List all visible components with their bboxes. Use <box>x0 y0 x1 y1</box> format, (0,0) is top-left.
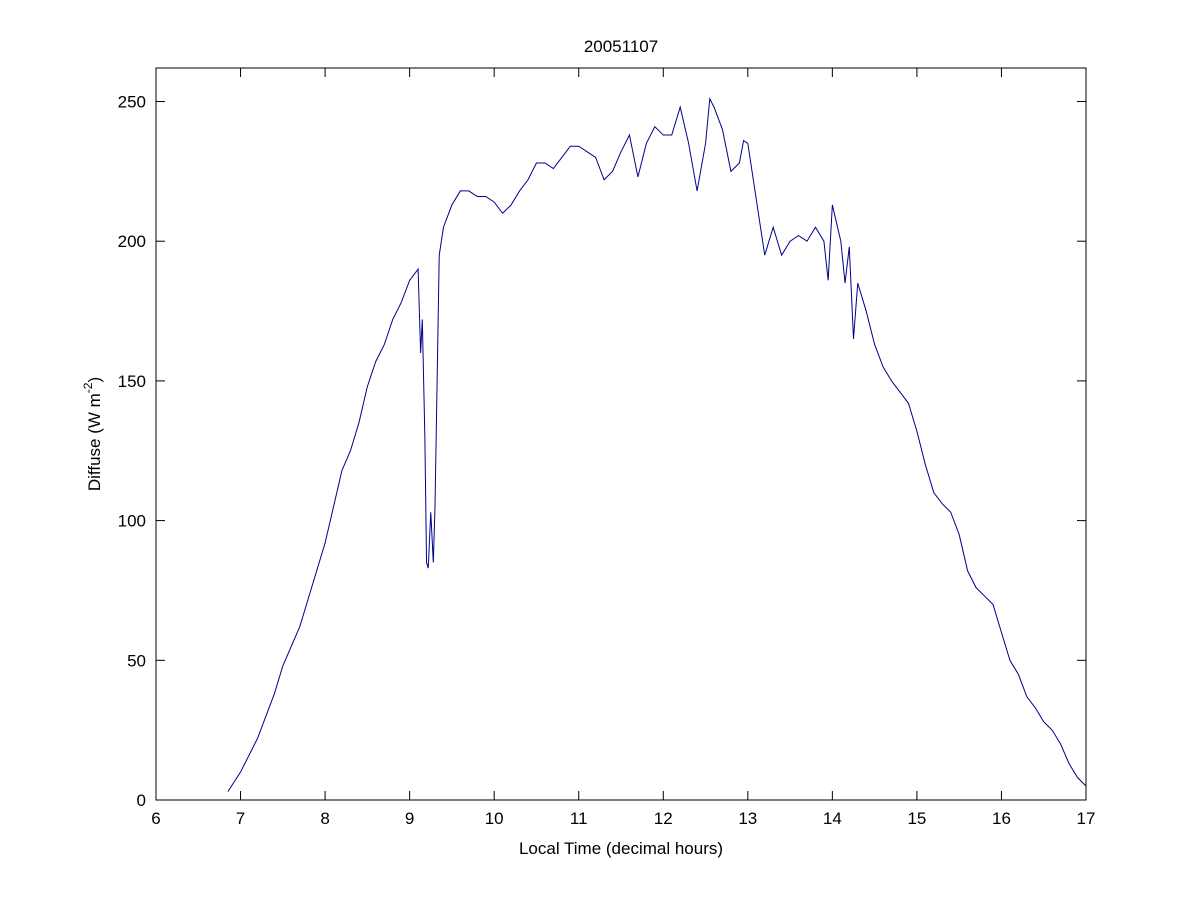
x-tick-label: 6 <box>151 809 160 828</box>
data-line <box>227 96 1087 792</box>
x-tick-label: 14 <box>823 809 842 828</box>
y-tick-label: 0 <box>137 791 146 810</box>
x-tick-label: 10 <box>485 809 504 828</box>
x-tick-label: 8 <box>320 809 329 828</box>
y-tick-label: 150 <box>118 372 146 391</box>
x-tick-label: 15 <box>907 809 926 828</box>
y-axis-label: Diffuse (W m-2) <box>81 377 104 491</box>
x-tick-label: 13 <box>738 809 757 828</box>
x-tick-label: 7 <box>236 809 245 828</box>
x-tick-label: 9 <box>405 809 414 828</box>
y-axis-label-sup: -2 <box>81 382 95 393</box>
x-tick-label: 11 <box>570 809 588 828</box>
y-tick-label: 100 <box>118 512 146 531</box>
y-tick-label: 250 <box>118 93 146 112</box>
y-tick-label: 200 <box>118 232 146 251</box>
plot-frame <box>155 67 1087 801</box>
y-tick-label: 50 <box>127 651 146 670</box>
x-tick-label: 16 <box>992 809 1011 828</box>
x-tick-label: 12 <box>654 809 673 828</box>
x-tick-label: 17 <box>1077 809 1096 828</box>
y-axis-label-main: Diffuse (W m <box>85 393 104 491</box>
x-axis-label: Local Time (decimal hours) <box>519 839 723 858</box>
y-axis-label-end: ) <box>85 377 104 383</box>
chart-title: 20051107 <box>584 37 658 56</box>
